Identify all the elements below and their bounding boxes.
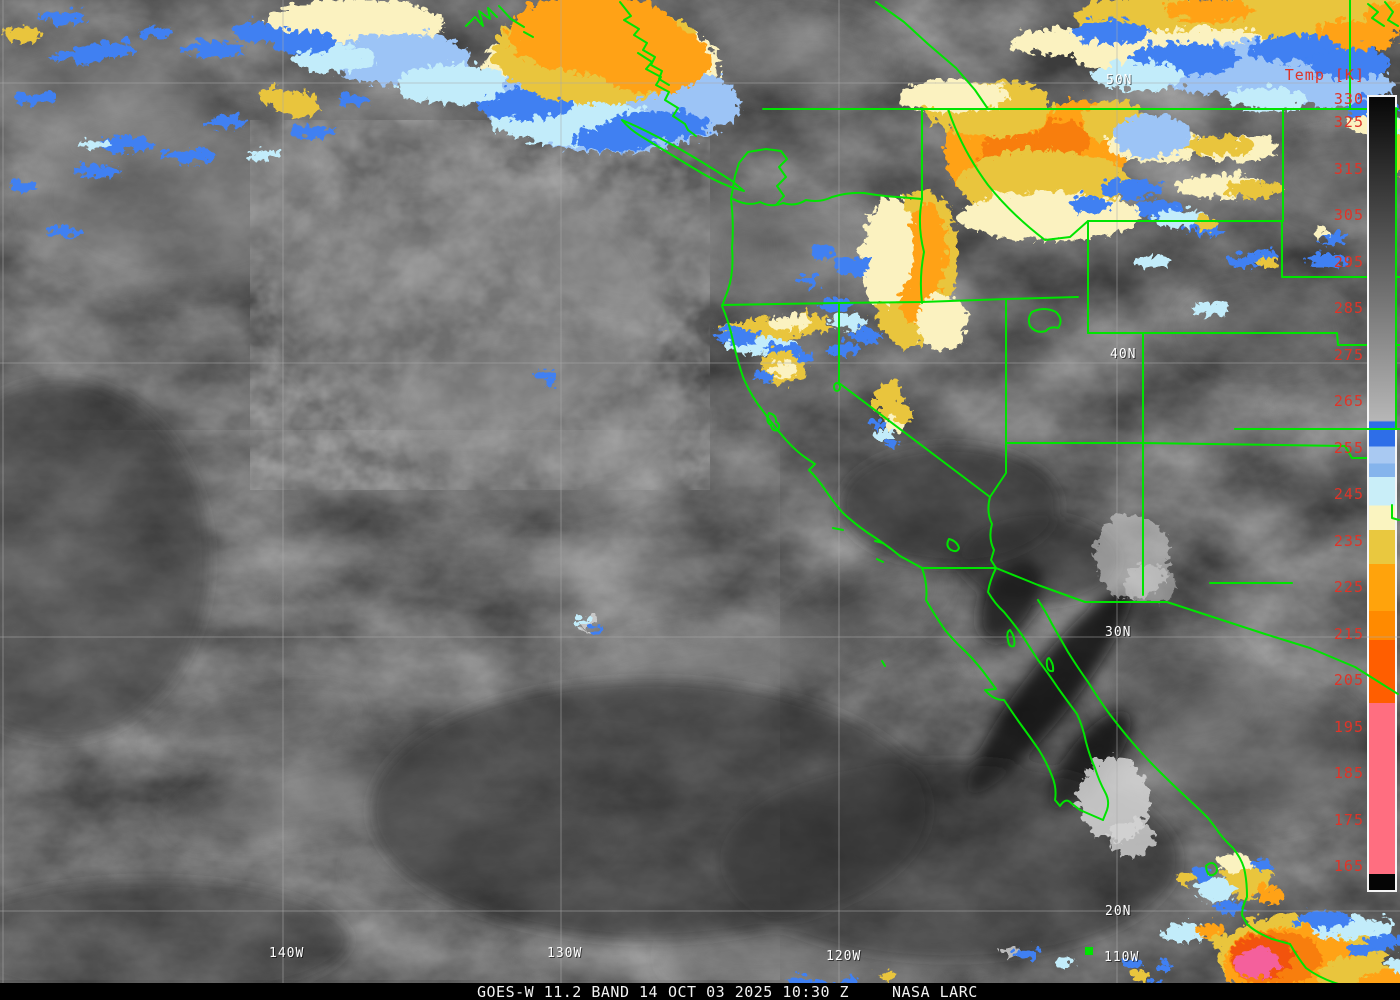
border-wa-or (732, 191, 923, 207)
colorbar-tick: 175 (1333, 811, 1364, 829)
bay-san-francisco (766, 412, 781, 432)
border-nv-az (989, 442, 1007, 498)
coast-puget-sound (734, 148, 788, 206)
colorbar-tick: 325 (1333, 113, 1364, 131)
temperature-colorbar (1367, 95, 1397, 892)
lat-label-20n: 20N (1105, 904, 1132, 919)
geo-borders (465, 0, 1400, 998)
border-rio-grande (1166, 601, 1311, 649)
colorbar-title: Temp [K] (1284, 66, 1365, 84)
coast-alaska-panhandle (465, 5, 534, 38)
coast-gulf-islands (1006, 629, 1055, 673)
cloud-band-oregon-idaho (711, 185, 964, 445)
coast-baja-west (921, 567, 1104, 821)
coast-vancouver-island (621, 119, 745, 192)
colorbar-tick: 205 (1333, 671, 1364, 689)
lake-tahoe (833, 382, 841, 392)
colorbar-tick: 185 (1333, 764, 1364, 782)
border-37n (1005, 442, 1370, 459)
colorbar-tick: 235 (1333, 532, 1364, 550)
colorbar-tick: 315 (1333, 160, 1364, 178)
island-socorro (1205, 862, 1218, 877)
islands-channel (832, 527, 886, 667)
lat-label-30n: 30N (1105, 625, 1132, 640)
credit-label: NASA LARC (892, 983, 978, 1000)
border-id-mt (947, 108, 1089, 241)
colorbar-tick: 285 (1333, 299, 1364, 317)
colorbar-tick: 225 (1333, 578, 1364, 596)
colorbar-tick: 255 (1333, 439, 1364, 457)
timestamp-label: OCT 03 2025 10:30 Z (668, 983, 850, 1000)
coast-mexico-mainland (1037, 599, 1387, 998)
gray-cloud-blobs (0, 20, 1400, 987)
colorbar-tick: 330 (1333, 90, 1364, 108)
lat-label-50n: 50N (1106, 73, 1133, 88)
border-colorado-river (987, 496, 997, 569)
border-or-id (918, 198, 925, 304)
lon-label-140w: 140W (269, 946, 305, 961)
coast-baja-east (987, 567, 1110, 821)
lake-great-salt (1027, 308, 1062, 333)
cloud-system-bc (229, 0, 736, 148)
colorbar-tick: 245 (1333, 485, 1364, 503)
cloud-streaks-upper-left (0, 7, 599, 629)
lon-label-120w: 120W (826, 949, 862, 964)
coast-ne-scribbles (1367, 1, 1399, 27)
status-bar: GOES-W 11.2 BAND 14 OCT 03 2025 10:30 Z … (0, 983, 1400, 1000)
colorbar-tick: 165 (1333, 857, 1364, 875)
island-clarion (1085, 947, 1093, 955)
colorbar-tick: 305 (1333, 206, 1364, 224)
product-label: GOES-W 11.2 BAND 14 (477, 983, 659, 1000)
lake-salton-sea (946, 538, 960, 553)
coast-pacific (721, 175, 923, 569)
lon-label-130w: 130W (547, 946, 583, 961)
colorbar-tick: 265 (1333, 392, 1364, 410)
colorbar-tick: 275 (1333, 346, 1364, 364)
lon-label-110w: 110W (1104, 950, 1140, 965)
border-us-mexico (921, 567, 1168, 603)
coast-bc (619, 1, 697, 137)
lat-label-40n: 40N (1110, 347, 1137, 362)
dark-warm-regions (0, 380, 1180, 1000)
colorbar-tick: 295 (1333, 253, 1364, 271)
border-42n (721, 296, 1079, 306)
colorbar-tick: 215 (1333, 625, 1364, 643)
colorbar-tick: 195 (1333, 718, 1364, 736)
border-bc-alberta (875, 1, 989, 110)
